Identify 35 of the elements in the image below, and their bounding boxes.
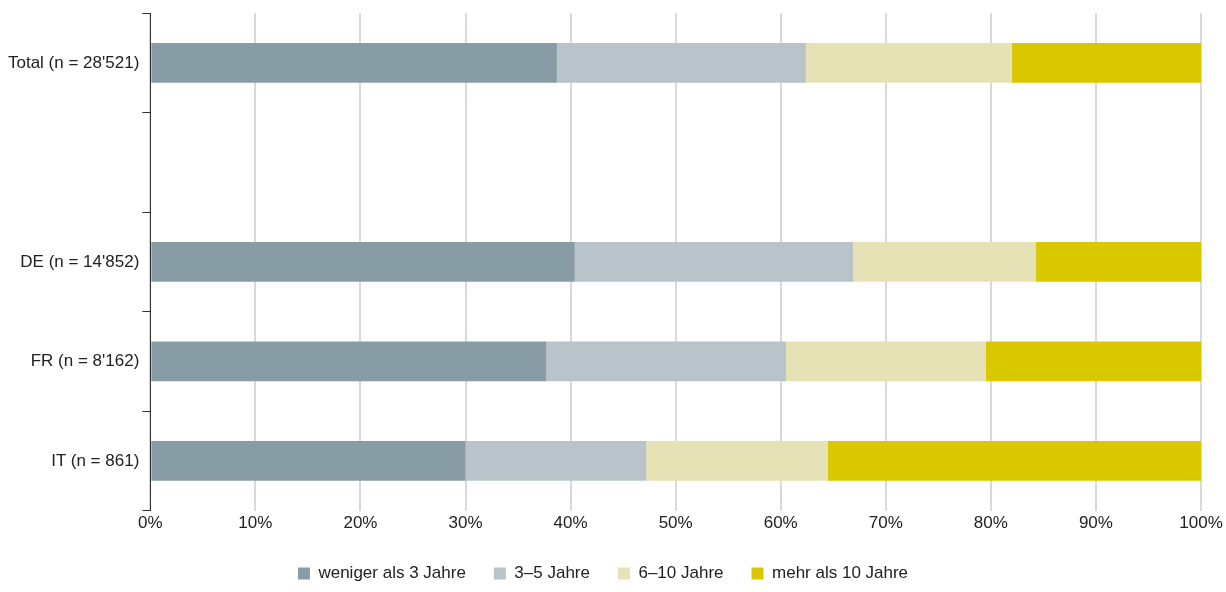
bar (828, 440, 1201, 481)
y-tick-label: FR (n = 8'162) (30, 351, 140, 371)
bar (574, 242, 854, 282)
x-tick-label: 80% (973, 513, 1008, 533)
x-tick-label: 30% (448, 513, 483, 533)
bar (805, 43, 1012, 83)
x-tick-label: 90% (1078, 513, 1113, 533)
x-tick-label: 60% (763, 513, 798, 533)
bar (985, 341, 1201, 382)
legend-label: weniger als 3 Jahre (317, 563, 466, 583)
bar (1011, 43, 1201, 83)
x-tick-label: 0% (138, 513, 163, 533)
bar (151, 43, 557, 83)
legend-label: mehr als 10 Jahre (772, 563, 909, 583)
x-tick-label: 20% (343, 513, 378, 533)
x-tick-label: 70% (868, 513, 903, 533)
bar (465, 440, 647, 481)
bar (556, 43, 806, 83)
y-tick-label: DE (n = 14'852) (20, 251, 140, 271)
legend-label: 6–10 Jahre (638, 563, 724, 583)
y-tick-label: Total (n = 28'521) (7, 52, 140, 72)
bar (546, 341, 786, 382)
x-tick-label: 50% (658, 513, 693, 533)
bar (151, 242, 575, 282)
legend-label: 3–5 Jahre (514, 563, 590, 583)
bar (151, 341, 547, 382)
bar (646, 440, 828, 481)
x-tick-label: 10% (238, 513, 273, 533)
x-tick-label: 100% (1179, 513, 1223, 533)
bar (785, 341, 986, 382)
bar (1036, 242, 1201, 282)
bar (151, 440, 466, 481)
x-tick-label: 40% (553, 513, 588, 533)
bar (853, 242, 1037, 282)
y-tick-label: IT (n = 861) (51, 450, 140, 470)
